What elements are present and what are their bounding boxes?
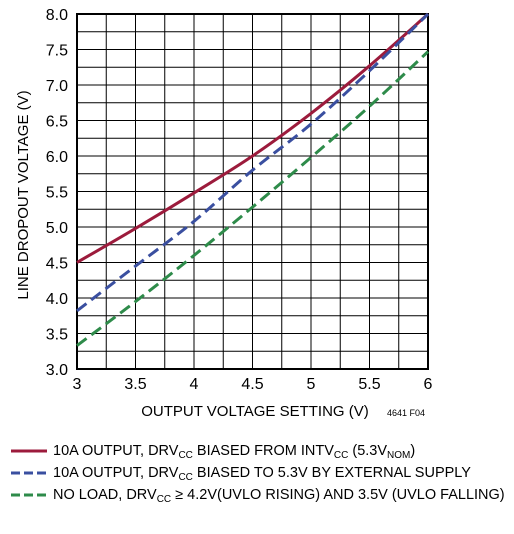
y-axis-label: LINE DROPOUT VOLTAGE (V)	[15, 90, 32, 299]
y-tick-label: 5.0	[46, 220, 68, 237]
legend-label-1: 10A OUTPUT, DRVCC BIASED FROM INTVCC (5.…	[53, 443, 416, 461]
x-tick-label: 5.5	[358, 376, 380, 393]
x-axis-label: OUTPUT VOLTAGE SETTING (V)	[141, 403, 369, 420]
legend-swatch-2	[11, 471, 47, 475]
x-tick-label: 3.5	[124, 376, 146, 393]
x-tick-label: 6	[424, 376, 433, 393]
figure-id: 4641 F04	[387, 408, 425, 418]
x-tick-labels: 3 3.5 4 4.5 5 5.5 6	[73, 376, 433, 393]
x-tick-label: 5	[307, 376, 316, 393]
chart-legend: 10A OUTPUT, DRVCC BIASED FROM INTVCC (5.…	[10, 442, 510, 508]
series-lines	[76, 12, 430, 347]
y-tick-label: 6.5	[46, 114, 68, 131]
x-tick-label: 3	[73, 376, 82, 393]
legend-label-3: NO LOAD, DRVCC ≥ 4.2V(UVLO RISING) AND 3…	[53, 487, 505, 505]
y-tick-labels: 3.0 3.5 4.0 4.5 5.0 5.5 6.0 6.5 7.0 7.5 8.0	[46, 7, 68, 379]
y-tick-label: 7.5	[46, 43, 68, 60]
line-chart: 3.0 3.5 4.0 4.5 5.0 5.5 6.0 6.5 7.0 7.5 8.0 3 3.5 4 4…	[15, 7, 433, 420]
legend-swatch-1	[11, 449, 47, 453]
legend-label-2: 10A OUTPUT, DRVCC BIASED TO 5.3V BY EXTE…	[53, 465, 471, 483]
x-tick-label: 4	[190, 376, 199, 393]
x-tick-label: 4.5	[241, 376, 263, 393]
legend-item-3: NO LOAD, DRVCC ≥ 4.2V(UVLO RISING) AND 3…	[10, 486, 510, 505]
legend-item-2: 10A OUTPUT, DRVCC BIASED TO 5.3V BY EXTE…	[10, 464, 510, 483]
y-tick-label: 3.5	[46, 327, 68, 344]
grid-lines	[76, 13, 429, 370]
y-tick-label: 4.0	[46, 291, 68, 308]
legend-swatch-3	[11, 493, 47, 497]
y-tick-label: 6.0	[46, 149, 68, 166]
series-line-2	[76, 12, 430, 312]
legend-item-1: 10A OUTPUT, DRVCC BIASED FROM INTVCC (5.…	[10, 442, 510, 461]
y-tick-label: 8.0	[46, 7, 68, 24]
y-tick-label: 7.0	[46, 78, 68, 95]
series-line-1	[76, 12, 429, 264]
plot-frame	[76, 13, 429, 370]
series-line-3	[76, 50, 430, 347]
y-tick-label: 5.5	[46, 185, 68, 202]
y-tick-label: 4.5	[46, 256, 68, 273]
y-tick-label: 3.0	[46, 362, 68, 379]
